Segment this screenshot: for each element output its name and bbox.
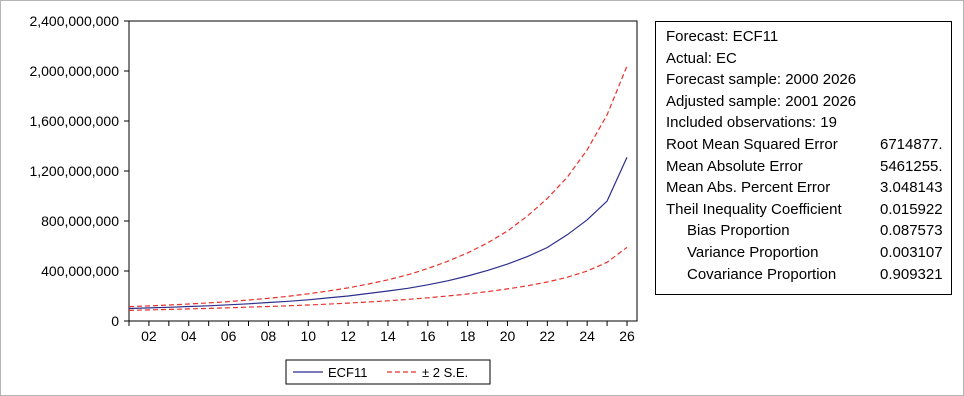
stat-line: Included observations: 19 — [666, 114, 837, 132]
x-tick-label: 22 — [540, 328, 556, 344]
stat-name: Mean Absolute Error — [666, 157, 803, 175]
y-tick-label: 2,400,000,000 — [29, 13, 119, 29]
stat-line: Actual: EC — [666, 49, 737, 67]
x-tick-label: 08 — [261, 328, 277, 344]
stat-value: 3.048143 — [880, 179, 943, 197]
stat-value: 0.015922 — [880, 200, 943, 218]
x-tick-label: 04 — [181, 328, 197, 344]
stat-row: Covariance Proportion 0.909321 — [666, 264, 951, 286]
stat-value: 0.003107 — [880, 243, 943, 261]
lower-se-line — [128, 246, 628, 311]
stat-line: Adjusted sample: 2001 2026 — [666, 92, 857, 110]
stat-name: Mean Abs. Percent Error — [666, 179, 831, 197]
stat-name: Covariance Proportion — [687, 265, 837, 283]
stat-row: Mean Abs. Percent Error 3.048143 — [666, 177, 951, 199]
x-axis: 02 04 06 08 10 12 14 16 18 20 22 24 26 — [128, 321, 635, 344]
legend: ECF11 ± 2 S.E. — [285, 359, 491, 385]
x-tick-label: 20 — [500, 328, 516, 344]
stat-line: Forecast sample: 2000 2026 — [666, 71, 857, 89]
stat-value: 0.087573 — [880, 222, 943, 240]
x-tick-label: 10 — [300, 328, 316, 344]
stat-row: Theil Inequality Coefficient 0.015922 — [666, 199, 951, 221]
stat-row: Bias Proportion 0.087573 — [666, 220, 951, 242]
stat-name: Variance Proportion — [687, 243, 819, 261]
x-tick-label: 26 — [619, 328, 635, 344]
forecast-statistics-box: Forecast: ECF11 Actual: EC Forecast samp… — [655, 21, 952, 295]
legend-label: ± 2 S.E. — [422, 365, 468, 380]
stat-name: Bias Proportion — [687, 222, 790, 240]
y-tick-label: 1,200,000,000 — [29, 163, 119, 179]
forecast-line — [128, 157, 628, 310]
stat-name: Root Mean Squared Error — [666, 135, 838, 153]
upper-se-line — [128, 65, 628, 308]
x-tick-label: 24 — [579, 328, 595, 344]
plot-area — [128, 20, 638, 322]
y-tick-label: 800,000,000 — [41, 213, 119, 229]
stat-row: Variance Proportion 0.003107 — [666, 242, 951, 264]
x-tick-label: 16 — [420, 328, 436, 344]
stat-line: Forecast: ECF11 — [666, 28, 779, 45]
legend-label: ECF11 — [328, 365, 368, 380]
stat-row: Mean Absolute Error 5461255. — [666, 156, 951, 178]
x-tick-label: 18 — [460, 328, 476, 344]
stat-row: Root Mean Squared Error 6714877. — [666, 134, 951, 156]
y-axis: 0 400,000,000 800,000,000 1,200,000,000 1,60… — [29, 13, 129, 329]
y-tick-label: 1,600,000,000 — [29, 113, 119, 129]
x-tick-label: 14 — [380, 328, 396, 344]
x-tick-label: 12 — [340, 328, 356, 344]
stat-name: Theil Inequality Coefficient — [666, 200, 842, 218]
x-tick-label: 02 — [141, 328, 157, 344]
series-layer — [128, 65, 628, 311]
y-tick-label: 400,000,000 — [41, 263, 119, 279]
y-tick-label: 0 — [111, 313, 119, 329]
y-tick-label: 2,000,000,000 — [29, 63, 119, 79]
stat-value: 0.909321 — [880, 265, 943, 283]
x-tick-label: 06 — [221, 328, 237, 344]
stat-value: 5461255. — [880, 157, 943, 175]
stat-value: 6714877. — [880, 135, 943, 153]
